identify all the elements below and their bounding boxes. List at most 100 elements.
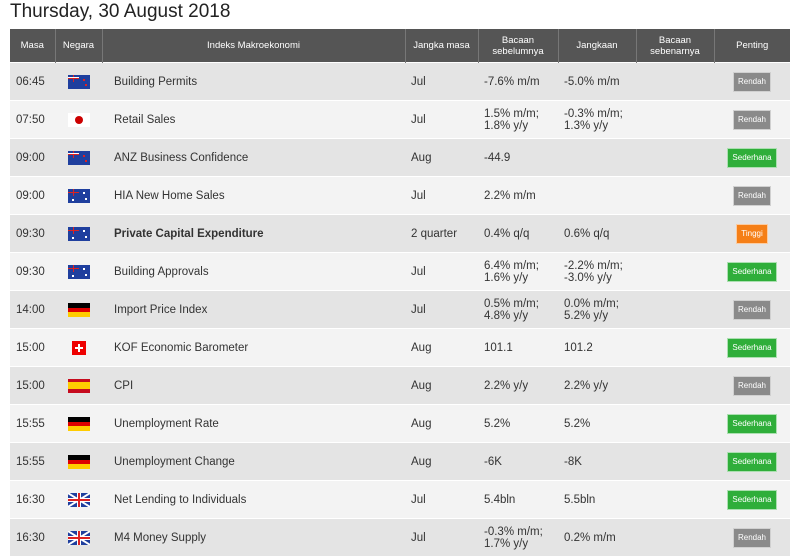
table-row[interactable]: 09:00 ANZ Business Confidence Aug-44.9 Sede…: [10, 139, 790, 177]
importance-badge: Rendah: [733, 376, 771, 396]
flag-au-icon: [68, 265, 90, 279]
importance-badge: Sederhana: [727, 490, 776, 510]
previous-cell: 1.5% m/m; 1.8% y/y: [478, 101, 558, 139]
actual-cell: [636, 329, 714, 367]
actual-cell: [636, 405, 714, 443]
forecast-cell: [558, 177, 636, 215]
flag-ch-icon: [68, 341, 90, 355]
actual-cell: [636, 481, 714, 519]
indicator-name: M4 Money Supply: [114, 532, 206, 544]
flag-de-icon: [68, 455, 90, 469]
country-cell: [55, 177, 102, 215]
period-cell: Aug: [405, 443, 478, 481]
previous-cell: -0.3% m/m; 1.7% y/y: [478, 519, 558, 556]
previous-cell: 5.4bln: [478, 481, 558, 519]
importance-badge: Rendah: [733, 110, 771, 130]
importance-badge: Rendah: [733, 300, 771, 320]
time-cell: 09:30: [10, 215, 55, 253]
forecast-cell: 0.0% m/m; 5.2% y/y: [558, 291, 636, 329]
actual-cell: [636, 101, 714, 139]
period-cell: Jul: [405, 101, 478, 139]
column-header: Negara: [55, 29, 102, 63]
country-cell: [55, 253, 102, 291]
country-cell: [55, 481, 102, 519]
time-cell: 09:00: [10, 177, 55, 215]
period-cell: Aug: [405, 405, 478, 443]
column-header: Penting: [714, 29, 790, 63]
actual-cell: [636, 443, 714, 481]
actual-cell: [636, 253, 714, 291]
indicator-name: CPI: [114, 380, 133, 392]
country-cell: [55, 405, 102, 443]
period-cell: Aug: [405, 329, 478, 367]
time-cell: 14:00: [10, 291, 55, 329]
forecast-cell: [558, 139, 636, 177]
period-cell: Jul: [405, 63, 478, 101]
country-cell: [55, 63, 102, 101]
country-cell: [55, 291, 102, 329]
flag-jp-icon: [68, 113, 90, 127]
indicator-name: HIA New Home Sales: [114, 190, 225, 202]
period-cell: Aug: [405, 139, 478, 177]
period-cell: Jul: [405, 253, 478, 291]
period-cell: Jul: [405, 481, 478, 519]
forecast-cell: -5.0% m/m: [558, 63, 636, 101]
importance-badge: Sederhana: [727, 148, 776, 168]
previous-cell: 5.2%: [478, 405, 558, 443]
time-cell: 07:50: [10, 101, 55, 139]
flag-gb-icon: [68, 531, 90, 545]
country-cell: [55, 367, 102, 405]
previous-cell: -7.6% m/m: [478, 63, 558, 101]
country-cell: [55, 139, 102, 177]
indicator-name: ANZ Business Confidence: [114, 152, 248, 164]
country-cell: [55, 215, 102, 253]
forecast-cell: 0.2% m/m: [558, 519, 636, 556]
actual-cell: [636, 291, 714, 329]
indicator-name: Building Permits: [114, 76, 197, 88]
country-cell: [55, 101, 102, 139]
country-cell: [55, 443, 102, 481]
indicator-name: Unemployment Change: [114, 456, 235, 468]
previous-cell: 2.2% y/y: [478, 367, 558, 405]
forecast-cell: 5.2%: [558, 405, 636, 443]
page-title: Thursday, 30 August 2018: [10, 0, 230, 24]
time-cell: 09:30: [10, 253, 55, 291]
flag-nz-icon: [68, 151, 90, 165]
importance-badge: Sederhana: [727, 452, 776, 472]
column-header: Jangkaan: [558, 29, 636, 63]
flag-au-icon: [68, 189, 90, 203]
flag-es-icon: [68, 379, 90, 393]
importance-badge: Tinggi: [736, 224, 768, 244]
column-header: Masa: [10, 29, 55, 63]
importance-badge: Rendah: [733, 186, 771, 206]
forecast-cell: -8K: [558, 443, 636, 481]
time-cell: 09:00: [10, 139, 55, 177]
previous-cell: 6.4% m/m; 1.6% y/y: [478, 253, 558, 291]
forecast-cell: 101.2: [558, 329, 636, 367]
actual-cell: [636, 519, 714, 556]
indicator-name: Net Lending to Individuals: [114, 494, 246, 506]
column-header: Indeks Makroekonomi: [102, 29, 405, 63]
flag-au-icon: [68, 227, 90, 241]
indicator-name: Building Approvals: [114, 266, 209, 278]
forecast-cell: -2.2% m/m; -3.0% y/y: [558, 253, 636, 291]
importance-badge: Rendah: [733, 528, 771, 548]
previous-cell: 2.2% m/m: [478, 177, 558, 215]
actual-cell: [636, 367, 714, 405]
previous-cell: -44.9: [478, 139, 558, 177]
indicator-name: Private Capital Expenditure: [114, 228, 264, 240]
